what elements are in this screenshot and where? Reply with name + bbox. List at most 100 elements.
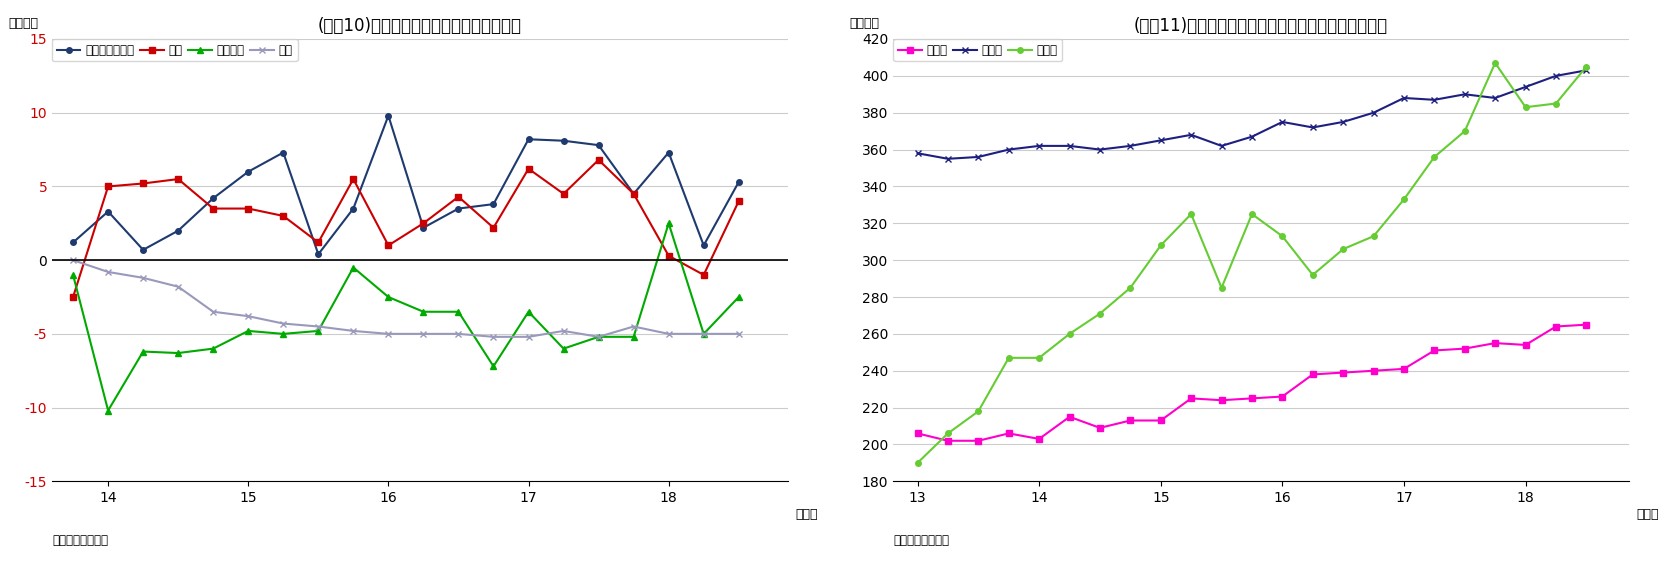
現預金 — [1544, 323, 1564, 330]
現預金 — [1271, 393, 1292, 400]
株式等 — [1302, 271, 1322, 278]
海外 — [238, 313, 258, 320]
株式等 — [1363, 233, 1384, 240]
現預金 — [1302, 371, 1322, 378]
一般政府 — [519, 309, 539, 315]
民間非金融法人 — [134, 247, 154, 253]
Text: （年）: （年） — [795, 508, 816, 521]
現預金 — [1363, 367, 1384, 374]
家計 — [554, 190, 574, 197]
株式等 — [1514, 104, 1534, 110]
株式等 — [1484, 60, 1504, 66]
株式等 — [967, 408, 987, 415]
民間非金融法人 — [273, 149, 293, 156]
株式等 — [1332, 245, 1352, 252]
現預金 — [937, 437, 957, 444]
民間非金融法人 — [448, 205, 468, 212]
株式等 — [1211, 284, 1231, 291]
借入金 — [1332, 119, 1352, 126]
一般政府 — [413, 309, 433, 315]
家計 — [413, 220, 433, 227]
現預金 — [999, 430, 1019, 437]
借入金 — [1576, 67, 1596, 74]
現預金 — [907, 430, 927, 437]
家計 — [273, 213, 293, 220]
現預金 — [1332, 369, 1352, 376]
Title: (図表11)民間非金融法人の現預金・借入金・株式残高: (図表11)民間非金融法人の現預金・借入金・株式残高 — [1133, 17, 1387, 35]
一般政府 — [693, 330, 713, 337]
一般政府 — [448, 309, 468, 315]
家計 — [657, 252, 678, 259]
民間非金融法人 — [167, 227, 187, 234]
民間非金融法人 — [624, 190, 644, 197]
家計 — [308, 239, 328, 246]
一般政府 — [483, 363, 504, 370]
株式等 — [1454, 128, 1474, 135]
一般政府 — [99, 407, 119, 414]
海外 — [134, 275, 154, 282]
借入金 — [937, 155, 957, 162]
民間非金融法人 — [693, 242, 713, 249]
民間非金融法人 — [728, 178, 748, 185]
Text: （資料）日本銀行: （資料）日本銀行 — [52, 534, 109, 547]
現預金 — [967, 437, 987, 444]
家計 — [202, 205, 223, 212]
Line: 家計: 家計 — [70, 157, 741, 300]
現預金 — [1029, 436, 1049, 443]
家計 — [378, 242, 398, 249]
家計 — [728, 198, 748, 204]
民間非金融法人 — [589, 142, 609, 149]
借入金 — [1363, 109, 1384, 116]
Text: （資料）日本銀行: （資料）日本銀行 — [893, 534, 949, 547]
民間非金融法人 — [378, 112, 398, 119]
借入金 — [1119, 142, 1139, 149]
借入金 — [1514, 83, 1534, 90]
海外 — [693, 330, 713, 337]
一般政府 — [657, 220, 678, 227]
Text: （兆円）: （兆円） — [848, 17, 878, 30]
家計 — [483, 224, 504, 231]
海外 — [202, 309, 223, 315]
海外 — [167, 283, 187, 290]
Legend: 民間非金融法人, 家計, 一般政府, 海外: 民間非金融法人, 家計, 一般政府, 海外 — [52, 39, 298, 61]
民間非金融法人 — [554, 137, 574, 144]
株式等 — [1544, 100, 1564, 107]
借入金 — [967, 154, 987, 160]
株式等 — [1149, 242, 1169, 249]
家計 — [64, 294, 84, 301]
家計 — [589, 157, 609, 163]
借入金 — [1241, 133, 1261, 140]
現預金 — [1119, 417, 1139, 424]
一般政府 — [728, 294, 748, 301]
民間非金融法人 — [64, 239, 84, 246]
借入金 — [1271, 119, 1292, 126]
借入金 — [1484, 95, 1504, 101]
家計 — [448, 193, 468, 200]
借入金 — [1544, 73, 1564, 79]
家計 — [693, 271, 713, 278]
借入金 — [1059, 142, 1079, 149]
借入金 — [1302, 124, 1322, 131]
現預金 — [1089, 425, 1109, 431]
民間非金融法人 — [343, 205, 363, 212]
株式等 — [1181, 211, 1201, 217]
株式等 — [1089, 310, 1109, 317]
株式等 — [937, 430, 957, 437]
一般政府 — [624, 333, 644, 340]
株式等 — [1271, 233, 1292, 240]
Line: 海外: 海外 — [70, 257, 741, 339]
海外 — [64, 257, 84, 263]
一般政府 — [308, 328, 328, 334]
海外 — [657, 330, 678, 337]
現預金 — [1576, 321, 1596, 328]
一般政府 — [167, 350, 187, 356]
民間非金融法人 — [483, 201, 504, 208]
一般政府 — [378, 294, 398, 301]
Text: （兆円）: （兆円） — [8, 17, 38, 30]
民間非金融法人 — [202, 195, 223, 202]
現預金 — [1394, 365, 1414, 372]
株式等 — [907, 459, 927, 466]
民間非金融法人 — [519, 136, 539, 142]
借入金 — [1149, 137, 1169, 144]
Line: 株式等: 株式等 — [913, 60, 1588, 466]
